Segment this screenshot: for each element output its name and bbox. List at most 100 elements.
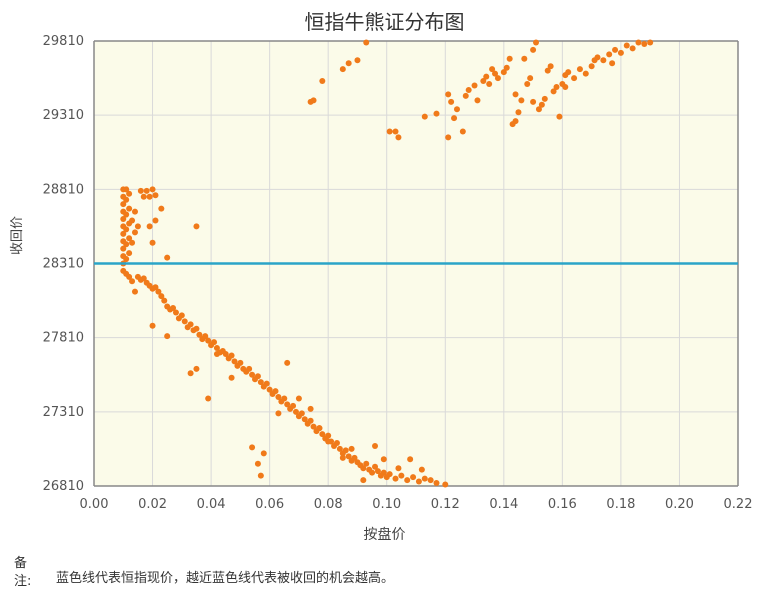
data-point: [193, 223, 200, 230]
data-point: [149, 322, 156, 329]
data-point: [158, 293, 165, 300]
data-point: [161, 297, 168, 304]
data-point: [363, 39, 370, 46]
data-point: [155, 288, 162, 295]
data-point: [556, 113, 563, 120]
data-point: [123, 241, 130, 248]
data-point: [187, 370, 194, 377]
data-point: [395, 134, 402, 141]
data-point: [129, 217, 136, 224]
data-point: [298, 410, 305, 417]
data-point: [612, 46, 619, 53]
y-axis-label: 收回价: [10, 215, 25, 255]
data-point: [310, 97, 317, 104]
data-point: [360, 465, 367, 472]
data-point: [249, 444, 256, 451]
data-point: [275, 394, 282, 400]
data-point: [339, 66, 346, 73]
data-point: [123, 196, 130, 203]
data-point: [325, 432, 332, 439]
data-point: [474, 97, 481, 104]
data-point: [254, 373, 261, 380]
data-point: [290, 402, 297, 409]
data-point: [158, 205, 165, 212]
data-point: [465, 86, 472, 93]
chart-title: 恒指牛熊证分布图: [304, 10, 465, 34]
data-point: [360, 477, 367, 484]
data-point: [451, 115, 458, 122]
data-point: [380, 469, 387, 476]
data-point: [433, 110, 440, 117]
data-point: [325, 438, 332, 445]
data-point: [415, 478, 422, 485]
data-point: [310, 423, 317, 430]
data-point: [164, 333, 171, 340]
data-point: [129, 239, 136, 246]
data-point: [544, 67, 551, 74]
data-point: [363, 460, 370, 467]
data-point: [149, 186, 156, 193]
data-point: [266, 386, 273, 393]
data-point: [272, 388, 279, 395]
data-point: [541, 95, 548, 102]
data-point: [137, 187, 144, 194]
data-point: [623, 42, 630, 49]
data-point: [571, 75, 578, 82]
data-point: [398, 472, 405, 479]
data-point: [260, 450, 267, 457]
data-point: [237, 359, 244, 366]
data-point: [316, 425, 323, 432]
data-point: [164, 254, 171, 261]
data-point: [146, 193, 153, 200]
data-point: [123, 226, 130, 233]
data-point: [512, 91, 519, 98]
data-point: [471, 82, 478, 89]
data-point: [641, 40, 648, 47]
data-point: [576, 66, 583, 73]
data-point: [205, 337, 212, 344]
data-point: [582, 70, 589, 77]
data-point: [126, 273, 133, 280]
data-point: [407, 456, 414, 463]
data-point: [515, 109, 522, 116]
data-point: [647, 39, 654, 46]
data-point: [281, 395, 288, 402]
data-point: [254, 460, 261, 467]
data-point: [284, 401, 291, 408]
data-point: [134, 223, 141, 230]
y-tick-label: 27810: [43, 331, 84, 346]
note-label: 备注:: [14, 556, 32, 589]
data-point: [562, 83, 569, 90]
y-tick-label: 28310: [43, 257, 84, 272]
data-point: [131, 288, 138, 295]
data-point: [319, 431, 326, 438]
data-point: [339, 454, 346, 461]
data-point: [480, 78, 487, 85]
data-point: [172, 309, 179, 316]
data-point: [196, 331, 203, 338]
data-point: [530, 46, 537, 53]
x-tick-label: 0.00: [80, 497, 109, 512]
data-point: [152, 284, 159, 291]
data-point: [506, 55, 513, 62]
x-tick-label: 0.22: [724, 497, 753, 512]
data-point: [629, 45, 636, 52]
data-point: [275, 410, 282, 417]
x-axis-label: 按盘价: [363, 527, 406, 543]
data-point: [152, 217, 159, 224]
data-point: [392, 128, 399, 135]
data-point: [228, 374, 235, 381]
data-point: [123, 211, 130, 218]
data-point: [345, 60, 352, 67]
data-point: [512, 118, 519, 125]
y-tick-label: 28810: [43, 182, 84, 197]
data-point: [374, 468, 381, 475]
data-point: [213, 345, 220, 352]
data-point: [386, 471, 393, 478]
note-text: 蓝色线代表恒指现价，越近蓝色线代表被收回的机会越高。: [56, 571, 395, 586]
data-point: [345, 453, 352, 460]
data-point: [120, 230, 127, 237]
x-tick-label: 0.12: [431, 497, 460, 512]
data-point: [500, 69, 507, 76]
